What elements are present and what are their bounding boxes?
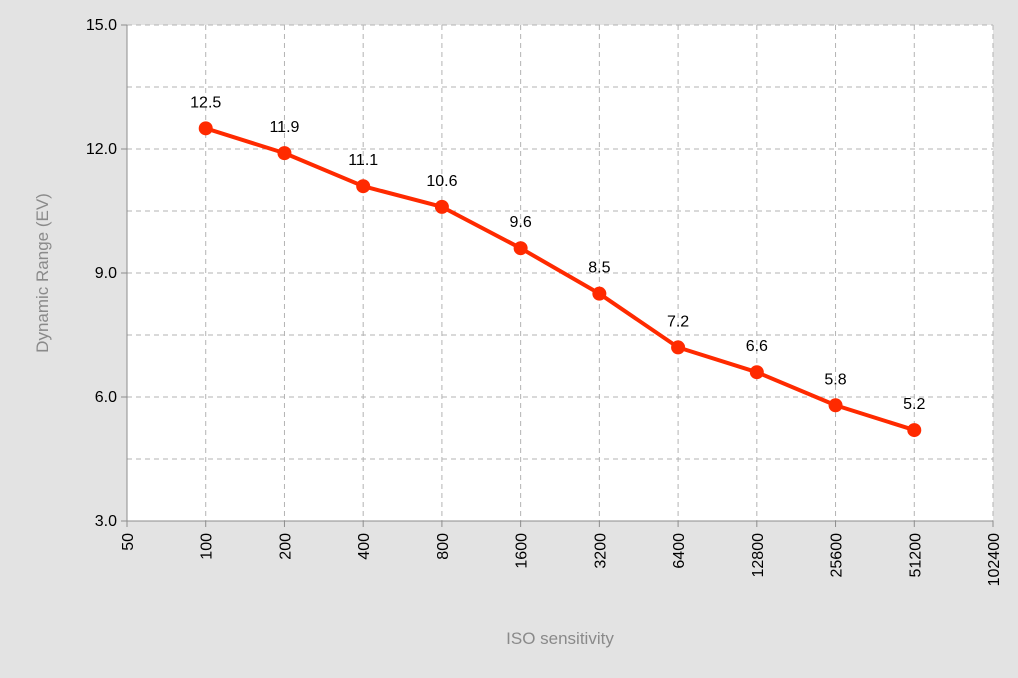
data-point [198,121,213,136]
x-tick-label: 12800 [750,533,767,578]
data-point [513,241,528,256]
data-label: 7.2 [667,313,689,330]
x-tick-label: 50 [120,533,137,551]
data-point [828,398,843,413]
data-point [434,199,449,214]
data-label: 5.8 [824,371,846,388]
data-point [671,340,686,355]
data-point [592,286,607,301]
y-tick-label: 3.0 [95,513,117,530]
data-point [749,365,764,380]
data-point [907,423,922,438]
y-axis-title: Dynamic Range (EV) [33,193,52,353]
data-label: 11.9 [269,119,299,136]
x-tick-label: 3200 [592,533,609,569]
y-tick-label: 6.0 [95,389,117,406]
x-axis-title: ISO sensitivity [506,629,614,648]
x-tick-label: 400 [356,533,373,560]
x-tick-label: 25600 [829,533,846,578]
data-label: 10.6 [426,173,457,190]
data-label: 12.5 [190,94,221,111]
data-label: 9.6 [510,214,532,231]
x-tick-label: 102400 [986,533,1003,586]
axes: 3.0 6.0 9.0 12.0 15.0 50 100 200 400 800 1600 3200 6… [86,17,1003,586]
data-label: 8.5 [588,260,610,277]
data-label: 11.1 [348,152,378,169]
x-tick-label: 100 [199,533,216,560]
y-tick-label: 12.0 [86,141,117,158]
data-label: 5.2 [903,396,925,413]
data-label: 6.6 [746,338,768,355]
x-tick-label: 51200 [907,533,924,578]
x-tick-label: 1600 [514,533,531,569]
data-point [356,179,371,194]
series-line [203,126,917,433]
data-point [277,146,292,161]
y-tick-label: 9.0 [95,265,117,282]
grid [127,24,994,521]
y-tick-label: 15.0 [86,17,117,34]
x-tick-label: 800 [435,533,452,560]
series-layer: 12.5 11.9 11.1 10.6 9.6 8.5 7.2 6.6 5.8 5.2 [190,94,925,438]
x-tick-label: 200 [277,533,294,560]
x-tick-label: 6400 [671,533,688,569]
